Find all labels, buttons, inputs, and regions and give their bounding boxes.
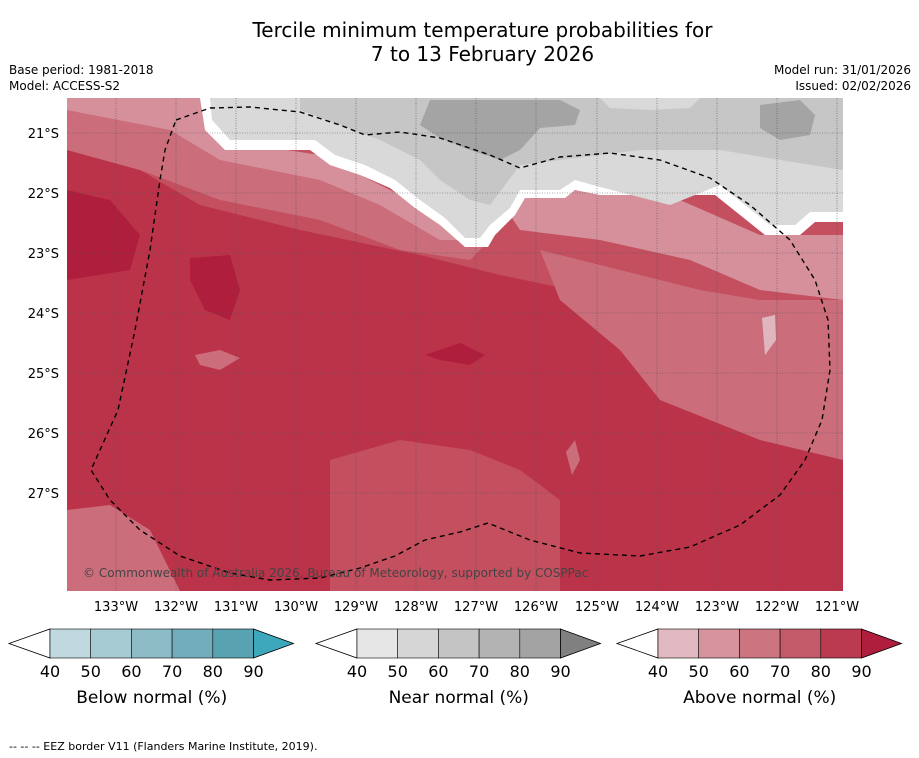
xtick-132: 132°W: [154, 600, 198, 615]
colorbar-2-swatch-4: [820, 628, 862, 659]
colorbar-1-swatch-1: [397, 628, 439, 659]
spot-east-40: [762, 315, 776, 355]
xtick-133: 133°W: [94, 600, 138, 615]
colorbar-0-tick-1: 50: [81, 662, 101, 681]
colorbar-0-tick-2: 60: [121, 662, 141, 681]
colorbar-1-tick-2: 60: [428, 662, 448, 681]
colorbar-0-swatch-4: [212, 628, 254, 659]
colorbar-2-tick-5: 90: [851, 662, 871, 681]
meta-left: Base period: 1981-2018 Model: ACCESS-S2: [9, 62, 154, 94]
title-line-1: Tercile minimum temperature probabilitie…: [252, 18, 713, 42]
chart-title: Tercile minimum temperature probabilitie…: [0, 18, 919, 66]
model-name: Model: ACCESS-S2: [9, 79, 121, 93]
spot-central-90: [190, 255, 240, 320]
colorbar-1-tick-0: 40: [347, 662, 367, 681]
band-south-60: [67, 505, 180, 591]
xtick-122: 122°W: [755, 600, 799, 615]
colorbar-2-low-arrow: [615, 628, 659, 659]
colorbar-1-swatch-4: [519, 628, 561, 659]
near-normal-80-b: [760, 100, 815, 140]
band-above-80: [67, 150, 843, 591]
meta-right: Model run: 31/01/2026 Issued: 02/02/2026: [774, 62, 911, 94]
colorbar-2-tick-1: 50: [689, 662, 709, 681]
colorbars: 40 50 60 70 80 90 Below normal (%) 40 50 60 70 80 90…: [7, 628, 903, 708]
xtick-127: 127°W: [454, 600, 498, 615]
colorbar-0-swatch-3: [171, 628, 214, 659]
colorbar-0-high-arrow: [253, 628, 295, 659]
spot-small-60: [566, 440, 580, 475]
colorbar-2-tick-4: 80: [811, 662, 831, 681]
spot-lobe-60: [195, 350, 240, 370]
xtick-125: 125°W: [575, 600, 619, 615]
spot-west-90: [67, 190, 140, 280]
issued-date: Issued: 02/02/2026: [795, 79, 911, 93]
colorbar-1-tick-1: 50: [388, 662, 408, 681]
map-copyright: © Commonwealth of Australia 2026, Bureau…: [83, 566, 588, 580]
colorbar-2-swatch-1: [698, 628, 740, 659]
gridlines: [67, 98, 843, 591]
band-south-70: [330, 440, 560, 591]
ytick-24: 24°S: [28, 307, 59, 322]
xtick-128: 128°W: [394, 600, 438, 615]
xtick-123: 123°W: [695, 600, 739, 615]
eez-border: [90, 106, 831, 581]
xtick-131: 131°W: [214, 600, 258, 615]
colorbar-1-tick-5: 90: [550, 662, 570, 681]
band-east-50: [500, 190, 843, 300]
xtick-126: 126°W: [514, 600, 558, 615]
colorbar-0-tick-0: 40: [40, 662, 60, 681]
colorbar-2-label: Above normal (%): [683, 688, 836, 708]
ytick-26: 26°S: [28, 427, 59, 442]
ytick-27: 27°S: [28, 487, 59, 502]
xtick-129: 129°W: [334, 600, 378, 615]
colorbar-1-low-arrow: [314, 628, 358, 659]
colorbar-2-swatch-3: [779, 628, 822, 659]
colorbar-1-tick-3: 70: [469, 662, 489, 681]
eez-footnote: -- -- -- EEZ border V11 (Flanders Marine…: [9, 740, 318, 753]
colorbar-2-high-arrow: [861, 628, 903, 659]
colorbar-2-swatch-0: [657, 628, 700, 659]
colorbar-1-swatch-0: [356, 628, 399, 659]
ytick-21: 21°S: [28, 127, 59, 142]
colorbar-0-swatch-0: [49, 628, 92, 659]
colorbar-0-swatch-2: [131, 628, 173, 659]
title-line-2: 7 to 13 February 2026: [370, 42, 595, 66]
colorbar-1-tick-4: 80: [510, 662, 530, 681]
ytick-22: 22°S: [28, 187, 59, 202]
colorbar-2-swatch-2: [739, 628, 781, 659]
colorbar-2-tick-2: 60: [729, 662, 749, 681]
ytick-23: 23°S: [28, 247, 59, 262]
near-normal-50-patch: [600, 98, 700, 110]
xtick-124: 124°W: [635, 600, 679, 615]
colorbar-1-swatch-3: [478, 628, 521, 659]
band-north-60: [67, 98, 500, 260]
base-period: Base period: 1981-2018: [9, 63, 154, 77]
colorbar-1-label: Near normal (%): [389, 688, 529, 708]
colorbar-0-tick-5: 90: [243, 662, 263, 681]
band-north-50: [67, 98, 470, 240]
colorbar-0-tick-4: 80: [203, 662, 223, 681]
spot-mid-90: [425, 343, 485, 365]
band-east-60: [540, 250, 843, 460]
xtick-121: 121°W: [815, 600, 859, 615]
colorbar-0-low-arrow: [7, 628, 51, 659]
colorbar-1-high-arrow: [560, 628, 602, 659]
colorbar-0-swatch-1: [90, 628, 132, 659]
colorbar-0-tick-3: 70: [162, 662, 182, 681]
colorbar-2-tick-0: 40: [648, 662, 668, 681]
probability-field: [67, 98, 843, 591]
ytick-25: 25°S: [28, 367, 59, 382]
colorbar-0-label: Below normal (%): [76, 688, 227, 708]
x-axis-labels: 133°W 132°W 131°W 130°W 129°W 128°W 127°…: [94, 600, 859, 615]
colorbar-2-tick-3: 70: [770, 662, 790, 681]
colorbar-1-swatch-2: [438, 628, 480, 659]
y-axis-labels: 21°S 22°S 23°S 24°S 25°S 26°S 27°S: [28, 127, 59, 502]
model-run: Model run: 31/01/2026: [773, 63, 911, 77]
xtick-130: 130°W: [274, 600, 318, 615]
